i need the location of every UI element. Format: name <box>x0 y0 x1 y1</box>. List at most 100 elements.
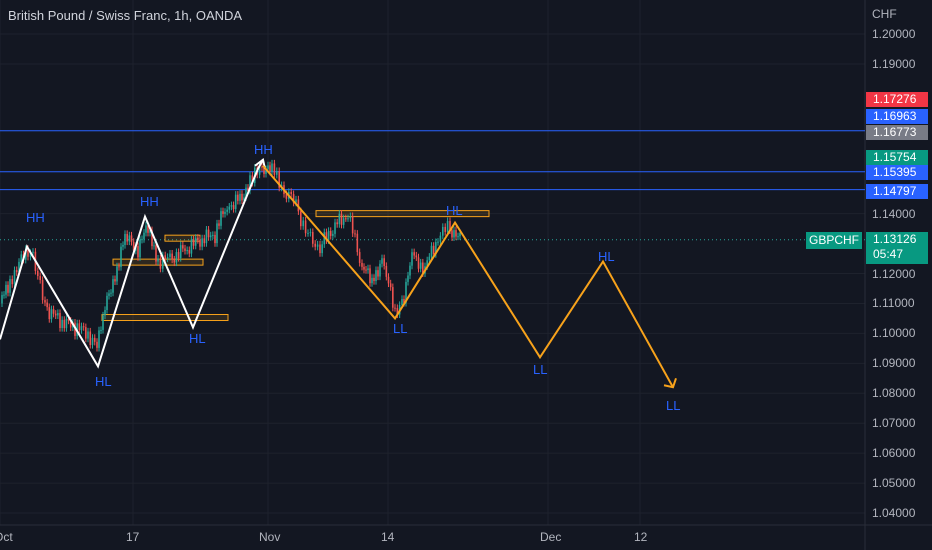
candle-body <box>220 211 222 226</box>
candle-body <box>365 269 367 271</box>
candle-body <box>203 238 206 244</box>
candle-body <box>37 270 39 277</box>
candle-body <box>145 225 147 233</box>
candle-body <box>409 265 411 276</box>
candle-body <box>285 194 288 199</box>
candle-body <box>69 320 72 328</box>
candle-body <box>169 253 171 257</box>
candle-body <box>182 245 184 249</box>
candle-body <box>396 308 399 315</box>
candle-body <box>50 309 53 320</box>
x-tick-label: Oct <box>0 530 13 544</box>
candle-body <box>387 276 390 284</box>
candle-body <box>290 191 292 195</box>
candle-body <box>192 239 195 246</box>
candle-body <box>449 221 451 231</box>
candle-body <box>209 235 212 238</box>
candle-body <box>377 270 379 277</box>
candle-body <box>85 327 87 339</box>
candle-body <box>13 270 16 285</box>
chart-title: British Pound / Swiss Franc, 1h, OANDA <box>8 8 243 23</box>
candle-body <box>325 232 328 241</box>
candle-body <box>446 221 449 232</box>
candle-body <box>162 255 164 269</box>
candle-body <box>371 277 373 284</box>
candle-body <box>363 266 365 270</box>
candle-body <box>375 270 377 282</box>
candle-body <box>1 295 3 304</box>
wave-label: HL <box>95 374 112 390</box>
candle-body <box>426 260 428 267</box>
price-tag: 1.14797 <box>866 184 928 199</box>
candle-body <box>338 213 341 225</box>
candle-body <box>265 169 267 174</box>
candle-body <box>130 235 133 242</box>
candle-body <box>212 234 214 236</box>
candle-body <box>334 222 336 234</box>
candle-body <box>373 277 375 282</box>
candle-body <box>20 254 23 262</box>
candle-body <box>157 258 159 262</box>
candle-body <box>302 220 304 227</box>
candle-body <box>319 244 321 254</box>
y-tick-label: 1.04000 <box>872 506 916 520</box>
candle-body <box>444 226 446 232</box>
projection-path <box>262 165 674 388</box>
candle-body <box>171 253 173 260</box>
candle-body <box>413 252 415 256</box>
candle-body <box>453 230 455 238</box>
candle-body <box>323 232 326 245</box>
candle-body <box>102 315 104 330</box>
candle-body <box>41 280 44 301</box>
candle-body <box>114 279 116 282</box>
candle-body <box>419 262 422 269</box>
x-tick-label: Dec <box>540 530 562 544</box>
candle-body <box>186 250 188 252</box>
candle-body <box>54 313 57 316</box>
candle-body <box>442 226 444 236</box>
candle-body <box>367 268 369 271</box>
symbol-tag: GBPCHF <box>806 232 862 249</box>
y-tick-label: 1.05000 <box>872 476 916 491</box>
candle-body <box>314 243 316 247</box>
candle-body <box>65 318 68 329</box>
candle-body <box>78 323 81 331</box>
candle-body <box>292 194 295 203</box>
candle-body <box>44 300 46 303</box>
candle-body <box>216 223 218 244</box>
candle-body <box>379 263 381 277</box>
candle-body <box>232 205 235 210</box>
candle-body <box>349 216 352 219</box>
candle-body <box>226 209 228 212</box>
y-tick-label: 1.14000 <box>872 206 916 221</box>
candle-body <box>159 258 162 269</box>
candle-body <box>309 232 312 234</box>
candle-body <box>336 222 338 225</box>
candle-body <box>439 235 442 242</box>
candle-body <box>190 239 193 254</box>
candle-body <box>394 307 396 309</box>
candle-body <box>100 329 102 331</box>
candle-body <box>403 298 405 303</box>
candle-body <box>137 245 139 258</box>
candle-body <box>263 167 265 174</box>
candle-body <box>164 255 166 259</box>
candle-body <box>422 262 424 274</box>
candle-body <box>57 312 59 316</box>
wave-label: LL <box>666 398 681 414</box>
candle-body <box>327 230 330 241</box>
candle-body <box>273 163 276 175</box>
candle-body <box>89 331 92 345</box>
y-tick-label: 1.06000 <box>872 446 916 461</box>
candle-body <box>241 193 243 201</box>
wave-label: HL <box>598 249 615 265</box>
x-tick-label: 12 <box>634 530 648 544</box>
candle-body <box>392 287 394 308</box>
candle-body <box>356 233 359 253</box>
candle-body <box>18 261 20 273</box>
candle-body <box>407 275 409 282</box>
candle-body <box>104 310 106 316</box>
candle-body <box>153 245 155 247</box>
